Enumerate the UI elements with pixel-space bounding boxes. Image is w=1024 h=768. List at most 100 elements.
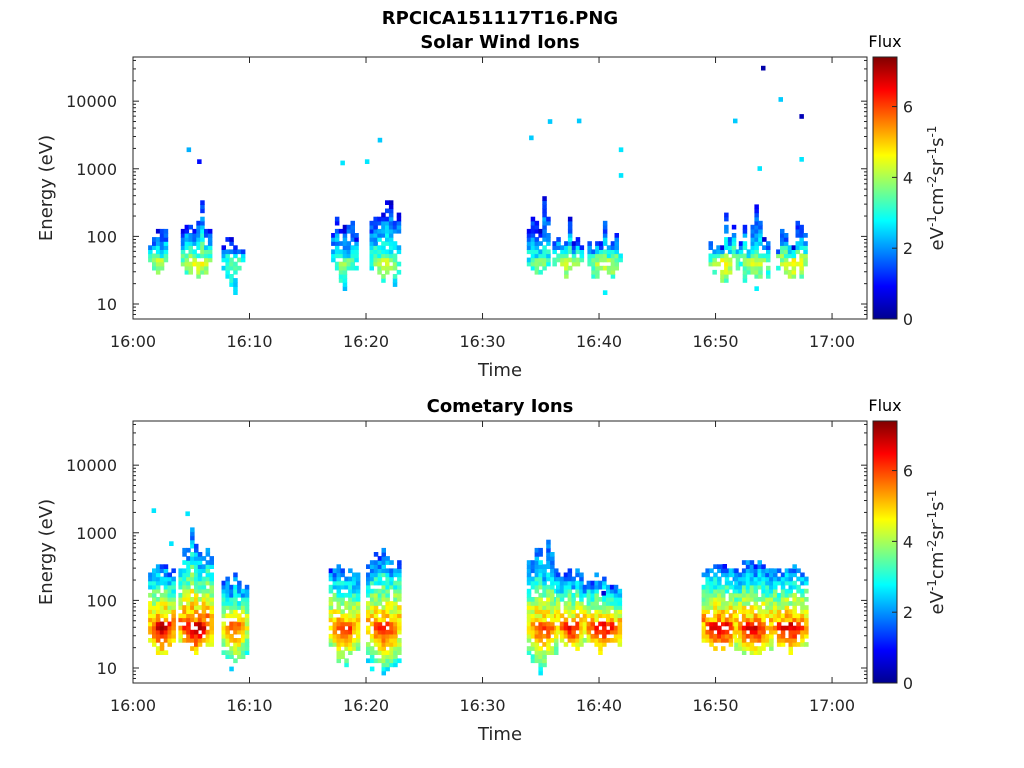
heatmap-cell <box>738 601 743 606</box>
heatmap-cell <box>221 650 226 655</box>
heatmap-cell <box>761 597 766 602</box>
heatmap-cell <box>188 233 193 238</box>
heatmap-cell <box>221 253 226 259</box>
heatmap-cell <box>381 560 386 565</box>
heatmap-cell <box>749 584 755 590</box>
heatmap-cell <box>713 646 718 651</box>
heatmap-cell <box>595 261 600 267</box>
heatmap-cell <box>355 621 361 627</box>
heatmap-cell <box>373 576 379 582</box>
heatmap-cell <box>559 638 565 643</box>
heatmap-cell <box>724 588 730 594</box>
heatmap-cell <box>381 638 386 643</box>
heatmap-cell <box>373 216 378 222</box>
heatmap-cell <box>602 237 608 242</box>
heatmap-cell <box>559 588 565 594</box>
heatmap-cell <box>350 237 355 242</box>
heatmap-cell <box>342 249 348 255</box>
heatmap-cell <box>555 584 561 590</box>
heatmap-cell <box>167 605 172 610</box>
heatmap-cell <box>602 224 608 230</box>
heatmap-cell <box>731 249 737 255</box>
heatmap-cell <box>209 609 214 614</box>
heatmap-cell <box>240 650 246 655</box>
heatmap-cell <box>229 621 234 627</box>
heatmap-cell <box>705 605 710 610</box>
heatmap-cell <box>757 650 762 655</box>
heatmap-cell <box>397 576 402 582</box>
heatmap-cell <box>377 650 383 655</box>
heatmap-cell <box>571 597 576 602</box>
heatmap-cell <box>229 282 234 287</box>
heatmap-cell <box>385 249 390 255</box>
heatmap-cell <box>590 592 595 598</box>
heatmap-cell <box>171 621 176 627</box>
heatmap-cell <box>741 560 747 565</box>
heatmap-cell <box>197 588 203 594</box>
heatmap-cell <box>397 629 402 635</box>
heatmap-cell <box>606 249 612 255</box>
heatmap-cell <box>369 237 374 242</box>
heatmap-cell <box>385 662 390 668</box>
heatmap-cell <box>225 588 230 594</box>
heatmap-cell <box>606 605 611 610</box>
heatmap-cell <box>192 261 197 267</box>
heatmap-cell <box>244 597 250 602</box>
heatmap-cell <box>618 173 624 178</box>
heatmap-cell <box>538 580 543 586</box>
heatmap-cell <box>186 617 191 623</box>
heatmap-cell <box>738 572 743 578</box>
heatmap-cell <box>225 650 230 655</box>
heatmap-cell <box>724 584 730 590</box>
heatmap-cell <box>784 613 790 619</box>
heatmap-cell <box>800 625 805 631</box>
heatmap-cell <box>197 568 203 574</box>
heatmap-cell <box>727 269 733 275</box>
heatmap-cell <box>385 609 390 614</box>
heatmap-cell <box>590 625 595 631</box>
heatmap-cell <box>720 257 725 263</box>
heatmap-cell <box>614 265 619 271</box>
heatmap-cell <box>377 233 382 238</box>
heatmap-cell <box>598 584 603 590</box>
heatmap-cell <box>152 613 157 619</box>
heatmap-cell <box>340 584 345 590</box>
heatmap-cell <box>334 220 340 226</box>
heatmap-cell <box>534 249 540 255</box>
heatmap-cell <box>244 605 250 610</box>
heatmap-cell <box>194 629 199 635</box>
heatmap-cell <box>534 237 540 242</box>
heatmap-cell <box>377 265 382 271</box>
heatmap-cell <box>713 609 718 614</box>
heatmap-cell <box>563 629 569 635</box>
heatmap-cell <box>757 597 762 602</box>
heatmap-cell <box>571 253 577 259</box>
heatmap-cell <box>340 621 345 627</box>
heatmap-cell <box>221 609 226 614</box>
heatmap-cell <box>194 584 199 590</box>
heatmap-cell <box>336 617 341 623</box>
heatmap-cell <box>538 605 543 610</box>
heatmap-cell <box>209 560 214 565</box>
heatmap-cell <box>534 613 540 619</box>
heatmap-cell <box>225 269 230 275</box>
heatmap-cell <box>749 560 755 565</box>
heatmap-cell <box>244 613 250 619</box>
heatmap-cell <box>389 650 394 655</box>
heatmap-cell <box>757 572 762 578</box>
heatmap-cell <box>749 621 755 627</box>
heatmap-cell <box>567 257 573 263</box>
heatmap-cell <box>396 220 402 226</box>
heatmap-cell <box>796 588 801 594</box>
heatmap-cell <box>178 613 183 619</box>
heatmap-cell <box>787 269 793 275</box>
heatmap-cell <box>334 241 340 246</box>
heatmap-cell <box>784 568 790 574</box>
heatmap-cell <box>546 650 551 655</box>
heatmap-cell <box>579 257 585 263</box>
heatmap-cell <box>546 605 551 610</box>
heatmap-cell <box>201 609 207 614</box>
heatmap-cell <box>753 617 759 623</box>
heatmap-cell <box>354 265 359 271</box>
heatmap-cell <box>381 228 386 234</box>
